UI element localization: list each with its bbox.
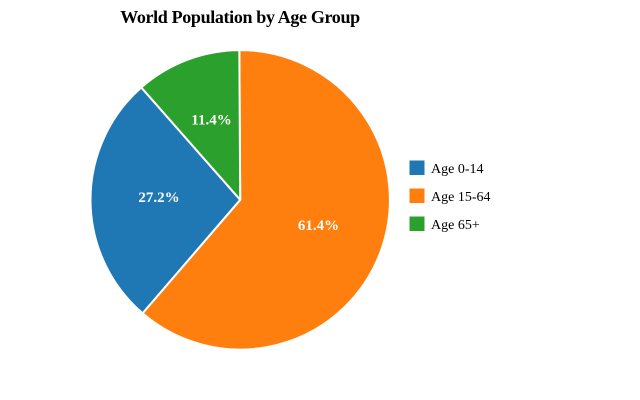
- svg-text:11.4%: 11.4%: [191, 113, 231, 129]
- svg-text:Age 0-14: Age 0-14: [431, 162, 484, 177]
- svg-text:Age 65+: Age 65+: [431, 218, 480, 233]
- svg-text:World Population by Age Group: World Population by Age Group: [120, 7, 360, 27]
- svg-text:61.4%: 61.4%: [298, 218, 339, 234]
- svg-text:Age 15-64: Age 15-64: [431, 190, 491, 205]
- svg-text:27.2%: 27.2%: [138, 190, 179, 206]
